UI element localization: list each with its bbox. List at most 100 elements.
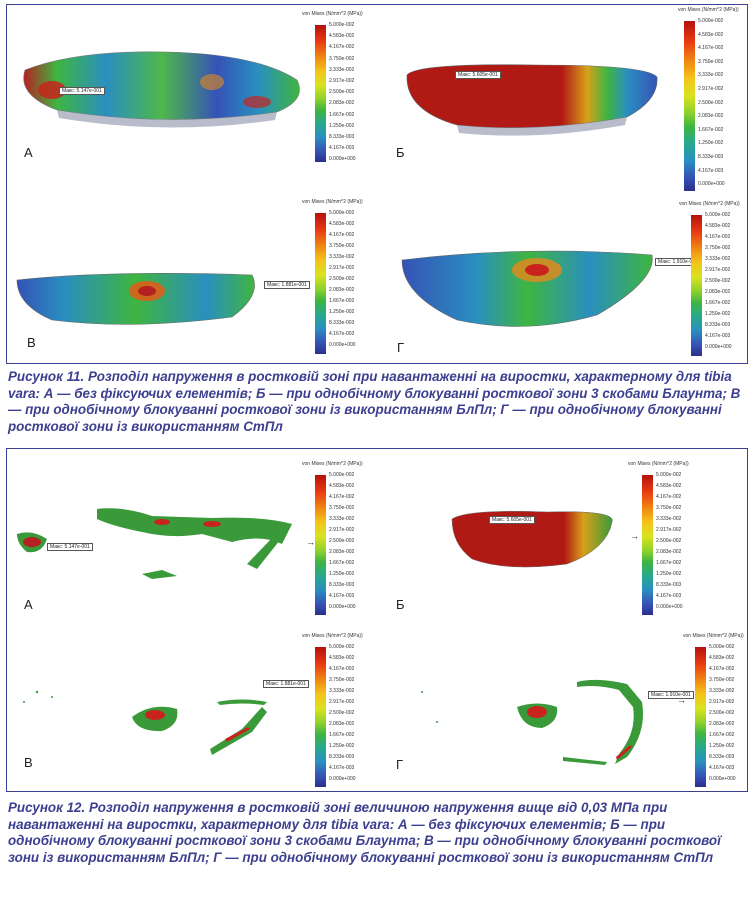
colorbar-tick-label: 5.000e-002 xyxy=(709,644,735,650)
colorbar-tick-label: 2.917e-002 xyxy=(329,265,355,271)
colorbar-tick-label: 1.667e-002 xyxy=(705,300,731,306)
colorbar-title: von Mises (N/mm^2 (MPa)) xyxy=(302,633,363,639)
colorbar-tick-label: 1.250e-002 xyxy=(329,309,355,315)
colorbar-tick-label: 3.750e-002 xyxy=(698,58,724,65)
colorbar-tick-label: 3.750e-002 xyxy=(329,505,355,511)
max-value-label: Макс: 5.147e-001 xyxy=(47,543,93,551)
colorbar-tick-label: 4.583e-002 xyxy=(709,655,735,661)
colorbar-gradient xyxy=(695,647,706,787)
colorbar-tick-label: 3.750e-002 xyxy=(329,677,355,683)
colorbar-tick-label: 8.333e-003 xyxy=(329,754,355,760)
colorbar-tick-label: 3.333e-002 xyxy=(329,688,355,694)
figure-12-caption: Рисунок 12. Розподіл напруження в ростко… xyxy=(8,800,721,865)
colorbar-title: von Mises (N/mm^2 (MPa)) xyxy=(628,461,689,467)
colorbar-tick-label: 2.500e-002 xyxy=(656,538,682,544)
colorbar-tick-label: 2.500e-002 xyxy=(329,538,355,544)
colorbar-tick-label: 2.500e-002 xyxy=(698,99,724,106)
colorbar-tick-label: 1.667e-002 xyxy=(656,560,682,566)
colorbar-tick-label: 4.167e-003 xyxy=(329,765,355,771)
colorbar-tick-label: 3.333e-002 xyxy=(329,516,355,522)
colorbar-tick-label: 0.000e+000 xyxy=(698,181,725,188)
figure-11-caption: Рисунок 11. Розподіл напруження в ростко… xyxy=(8,369,741,434)
colorbar-tick-label: 4.167e-002 xyxy=(329,44,355,51)
colorbar-tick-label: 8.333e-003 xyxy=(329,582,355,588)
colorbar-tick-label: 4.167e-002 xyxy=(698,45,724,52)
colorbar-gradient xyxy=(315,25,326,162)
panel-a: Макс: 5.147e-001 А von Mises (N/mm^2 (MP… xyxy=(7,449,377,624)
colorbar-tick-label: 1.667e-002 xyxy=(329,111,355,118)
stress-plot-a xyxy=(17,508,292,579)
colorbar-tick-label: 8.333e-003 xyxy=(705,322,731,328)
colorbar-tick-label: 1.250e-002 xyxy=(329,122,355,129)
colorbar-tick-label: 4.167e-002 xyxy=(656,494,682,500)
colorbar-tick-label: 1.667e-002 xyxy=(698,126,724,133)
panel-label: А xyxy=(24,145,33,160)
colorbar-tick-label: 4.583e-002 xyxy=(329,655,355,661)
max-value-label: Макс: 5.605e-001 xyxy=(489,516,535,524)
colorbar-tick-label: 1.250e-002 xyxy=(705,311,731,317)
max-value-label: Макс: 1.881e-001 xyxy=(263,680,309,688)
colorbar-tick-label: 3.750e-002 xyxy=(329,243,355,249)
colorbar-tick-label: 5.000e-002 xyxy=(705,212,731,218)
colorbar-tick-label: 0.000e+000 xyxy=(329,604,356,610)
colorbar-tick-label: 4.167e-002 xyxy=(709,666,735,672)
colorbar-tick-label: 0.000e+000 xyxy=(329,342,356,348)
colorbar-tick-label: 5.000e-002 xyxy=(329,472,355,478)
stress-plot-b xyxy=(406,64,658,136)
panel-c: Макс: 1.881e-001 В von Mises (N/mm^2 (MP… xyxy=(7,627,377,793)
panel-label: В xyxy=(27,335,36,350)
colorbar-tick-label: 3.750e-002 xyxy=(709,677,735,683)
panel-b: Макс: 5.605e-001 Б von Mises (N/mm^2 (MP… xyxy=(377,449,747,624)
colorbar-tick-label: 8.333e-003 xyxy=(698,154,724,160)
colorbar-tick-label: 1.250e-002 xyxy=(329,743,355,749)
max-value-label: Макс: 1.910e-001 xyxy=(648,691,694,699)
colorbar-tick-label: 2.083e-002 xyxy=(656,549,682,555)
colorbar-tick-label: 3.333e-002 xyxy=(709,688,735,694)
colorbar-tick-label: 5.000e-002 xyxy=(329,644,355,650)
colorbar-gradient xyxy=(691,215,702,356)
colorbar-tick-label: 4.167e-003 xyxy=(329,593,355,599)
colorbar-tick-label: 8.333e-003 xyxy=(329,134,355,140)
stress-plot-b xyxy=(451,511,613,568)
colorbar-title: von Mises (N/mm^2 (MPa)) xyxy=(679,201,740,207)
stress-plot-d xyxy=(421,679,643,765)
colorbar-tick-label: 2.083e-002 xyxy=(709,721,735,727)
max-value-label: Макс: 5.605e-001 xyxy=(455,71,501,79)
panel-d: Макс: 1.910e-001 Г von Mises (N/mm^2 (MP… xyxy=(377,627,747,793)
colorbar-title: von Mises (N/mm^2 (MPa)) xyxy=(302,11,363,17)
colorbar-tick-label: 1.667e-002 xyxy=(329,298,355,304)
colorbar-tick-label: 2.500e-002 xyxy=(329,89,355,96)
stress-plot-c xyxy=(16,273,255,325)
colorbar-tick-label: 2.083e-002 xyxy=(329,287,355,293)
colorbar-tick-label: 2.917e-002 xyxy=(329,527,355,533)
colorbar-gradient xyxy=(642,475,653,615)
colorbar-tick-label: 4.167e-002 xyxy=(329,494,355,500)
colorbar-tick-label: 4.167e-003 xyxy=(698,167,724,174)
colorbar-tick-label: 1.667e-002 xyxy=(329,560,355,566)
colorbar-tick-label: 3.750e-002 xyxy=(329,55,355,62)
colorbar-title: von Mises (N/mm^2 (MPa)) xyxy=(683,633,744,639)
panel-label: А xyxy=(24,597,33,612)
colorbar-tick-label: 3.333e-002 xyxy=(705,256,731,262)
colorbar-tick-label: 2.083e-002 xyxy=(698,113,724,120)
colorbar-tick-label: 4.583e-002 xyxy=(656,483,682,489)
figure-12: Макс: 5.147e-001 А von Mises (N/mm^2 (MP… xyxy=(6,448,748,792)
colorbar-tick-label: 2.917e-002 xyxy=(329,699,355,705)
colorbar-tick-label: 1.667e-002 xyxy=(329,732,355,738)
colorbar-tick-label: 3.333e-002 xyxy=(329,66,355,73)
colorbar-tick-label: 2.083e-002 xyxy=(705,289,731,295)
colorbar-tick-label: 4.167e-003 xyxy=(656,593,682,599)
colorbar-tick-label: 1.250e-002 xyxy=(329,571,355,577)
panel-b: Макс: 5.605e-001 Б von Mises (N/mm^2 (MP… xyxy=(377,5,747,195)
colorbar-tick-label: 8.333e-003 xyxy=(329,320,355,326)
panel-label: Б xyxy=(396,145,405,160)
colorbar-tick-label: 0.000e+000 xyxy=(705,344,732,350)
colorbar-tick-label: 4.583e-002 xyxy=(698,31,724,38)
colorbar-tick-label: 2.083e-002 xyxy=(329,549,355,555)
colorbar-tick-label: 3.333e-002 xyxy=(698,72,724,79)
colorbar-tick-label: 3.333e-002 xyxy=(329,254,355,260)
colorbar-tick-label: 4.167e-003 xyxy=(705,333,731,339)
colorbar-tick-label: 4.583e-002 xyxy=(329,483,355,489)
colorbar-tick-label: 4.583e-002 xyxy=(329,221,355,227)
stress-plot-d xyxy=(401,250,653,327)
